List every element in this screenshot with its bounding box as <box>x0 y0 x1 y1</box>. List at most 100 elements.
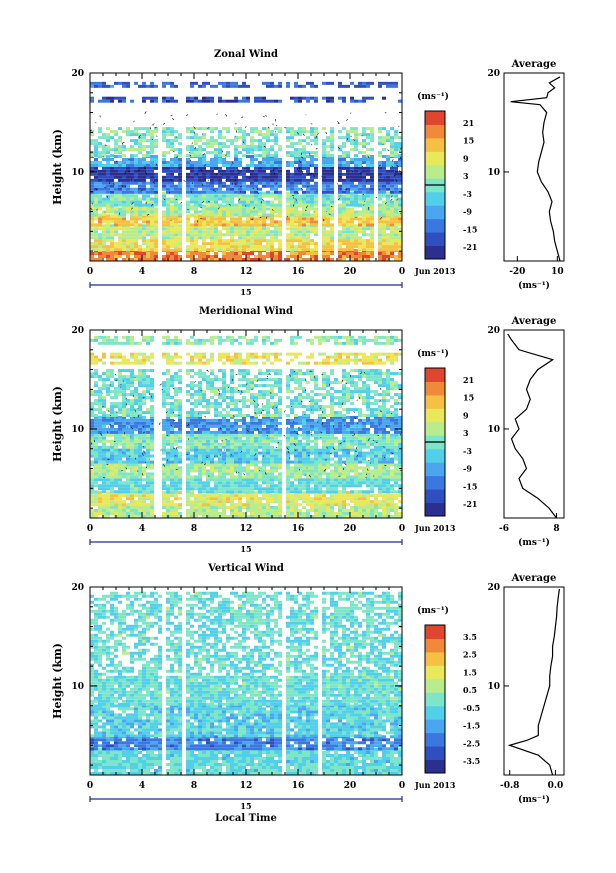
heatmap-cell <box>298 463 302 467</box>
heatmap-cell <box>198 227 202 231</box>
heatmap-cell <box>314 139 318 143</box>
heatmap-cell <box>130 130 134 134</box>
heatmap-cell <box>102 96 106 100</box>
heatmap-cell <box>142 99 146 103</box>
heatmap-cell <box>322 255 326 258</box>
heatmap-cell <box>362 497 366 501</box>
heatmap-cell <box>382 139 386 143</box>
heatmap-cell <box>166 466 170 470</box>
heatmap-cell <box>270 242 274 246</box>
heatmap-cell <box>246 242 250 246</box>
heatmap-cell <box>318 497 322 501</box>
heatmap-cell <box>234 217 238 221</box>
heatmap-cell <box>274 457 278 461</box>
heatmap-cell <box>354 236 358 240</box>
heatmap-cell <box>170 472 174 476</box>
heatmap-cell <box>110 494 114 498</box>
contour-segment <box>171 118 175 120</box>
heatmap-cell <box>98 194 102 198</box>
heatmap-cell <box>214 255 218 258</box>
heatmap-cell <box>398 506 402 509</box>
heatmap-cell <box>166 463 170 467</box>
heatmap-cell <box>278 487 282 491</box>
heatmap-cell <box>142 178 146 182</box>
contour-segment <box>153 181 155 184</box>
contour-segment <box>241 116 244 119</box>
heatmap-cell <box>190 154 194 158</box>
colorbar-swatch <box>425 124 445 139</box>
heatmap-cell <box>314 503 318 507</box>
heatmap-cell <box>174 503 178 507</box>
heatmap-cell <box>118 203 122 207</box>
heatmap-cell <box>262 172 266 176</box>
contour-segment <box>145 171 148 175</box>
heatmap-cell <box>234 475 238 479</box>
heatmap-cell <box>258 99 262 103</box>
heatmap-cell <box>214 148 218 152</box>
heatmap-cell <box>90 463 94 467</box>
heatmap-cell <box>322 207 326 211</box>
heatmap-cell <box>378 512 382 515</box>
heatmap-cell <box>350 481 354 485</box>
heatmap-cell <box>226 497 230 501</box>
heatmap-cell <box>362 200 366 204</box>
heatmap-cell <box>394 512 398 515</box>
heatmap-cell <box>170 161 174 164</box>
heatmap-cell <box>130 175 134 179</box>
heatmap-cell <box>278 207 282 211</box>
heatmap-cell <box>174 99 178 103</box>
heatmap-cell <box>126 81 130 85</box>
heatmap-cell <box>394 187 398 191</box>
heatmap-cell <box>378 220 382 224</box>
heatmap-cell <box>398 252 402 255</box>
heatmap-cell <box>214 151 218 155</box>
heatmap-cell <box>398 203 402 207</box>
heatmap-cell <box>106 214 110 218</box>
heatmap-cell <box>298 154 302 158</box>
heatmap-cell <box>286 200 290 204</box>
heatmap-cell <box>262 478 266 482</box>
heatmap-cell <box>294 210 298 214</box>
heatmap-cell <box>150 178 154 182</box>
heatmap-cell <box>186 227 190 231</box>
heatmap-cell <box>314 154 318 158</box>
heatmap-cell <box>390 127 394 131</box>
heatmap-cell <box>230 227 234 231</box>
heatmap-cell <box>138 503 142 507</box>
heatmap-cell <box>226 166 230 170</box>
heatmap-cell <box>242 512 246 515</box>
heatmap-cell <box>302 500 306 504</box>
heatmap-cell <box>222 497 226 501</box>
heatmap-cell <box>338 96 342 100</box>
contour-segment <box>130 178 132 181</box>
heatmap-cell <box>206 463 210 467</box>
heatmap-cell <box>270 252 274 255</box>
heatmap-cell <box>310 478 314 482</box>
heatmap-cell <box>142 166 146 170</box>
heatmap-cell <box>174 252 178 255</box>
heatmap-cell <box>110 466 114 470</box>
heatmap-cell <box>238 242 242 246</box>
contour-segment <box>384 202 387 205</box>
heatmap-cell <box>178 460 182 464</box>
heatmap-cell <box>302 463 306 467</box>
heatmap-cell <box>190 515 194 518</box>
heatmap-cell <box>274 207 278 211</box>
heatmap-cell <box>262 142 266 146</box>
heatmap-cell <box>110 154 114 158</box>
heatmap-cell <box>306 460 310 464</box>
heatmap-cell <box>198 457 202 461</box>
heatmap-cell <box>330 497 334 501</box>
heatmap-cell <box>398 145 402 149</box>
heatmap-cell <box>210 151 214 155</box>
heatmap-cell <box>394 81 398 85</box>
heatmap-cell <box>94 472 98 476</box>
heatmap-cell <box>110 99 114 103</box>
contour-segment <box>176 155 178 158</box>
heatmap-cell <box>198 175 202 179</box>
heatmap-cell <box>194 223 198 227</box>
heatmap-cell <box>146 512 150 515</box>
heatmap-cell <box>178 236 182 240</box>
heatmap-cell <box>258 172 262 176</box>
